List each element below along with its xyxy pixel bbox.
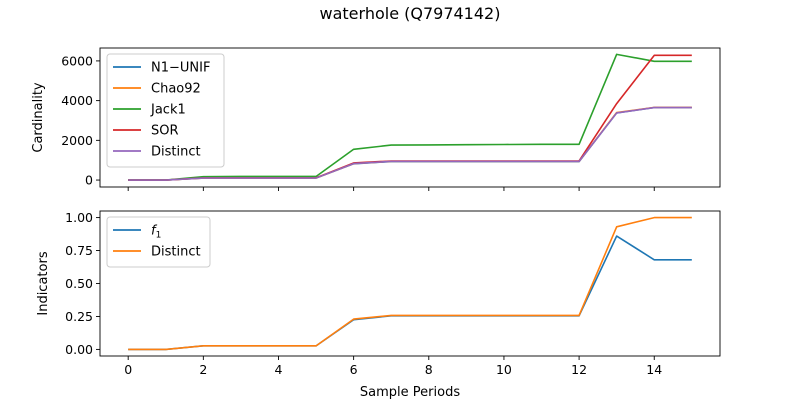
y-tick-label: 0 (85, 173, 93, 188)
panel-frame (99, 47, 721, 188)
legend-label: SOR (151, 124, 179, 139)
legend-label: N1−UNIF (151, 61, 210, 76)
panel-2: 0 2 4 6 8 10 12 14 0.00 0.25 0.50 0.75 1.00 Indicator… (36, 210, 721, 377)
legend-label: Distinct (151, 145, 201, 160)
series-line-1-5 (128, 106, 692, 181)
series-line-2-2 (128, 216, 692, 351)
x-tick-label: 6 (350, 362, 358, 377)
series-line-1-3 (128, 53, 692, 181)
x-tick-label: 0 (124, 362, 132, 377)
chart-title: waterhole (Q7974142) (320, 4, 501, 23)
legend-label: Jack1 (150, 103, 186, 118)
x-tick-label: 4 (275, 362, 283, 377)
y-tick-label: 2000 (61, 133, 93, 148)
x-tick-label: 14 (646, 362, 662, 377)
y-tick-label: 0.00 (65, 342, 93, 357)
y-axis-label: Indicators (36, 251, 51, 315)
x-axis-label: Sample Periods (360, 385, 460, 400)
x-tick-label: 12 (571, 362, 587, 377)
y-tick-label: 0.25 (65, 309, 93, 324)
y-axis-label: Cardinality (31, 82, 46, 153)
x-tick-label: 10 (496, 362, 512, 377)
legend-box (106, 216, 211, 268)
legend-label: Chao92 (151, 82, 201, 97)
x-tick-label: 2 (199, 362, 207, 377)
panels-layer: 0 2000 4000 6000 Cardinality N1−UNIF Chao92 Jac… (31, 47, 721, 377)
y-tick-label: 0.50 (65, 276, 93, 291)
panel-1: 0 2000 4000 6000 Cardinality N1−UNIF Chao92 Jac… (31, 47, 721, 191)
legend-label: f1 (151, 224, 161, 241)
legend-label: Distinct (151, 245, 201, 260)
x-tick-label: 8 (425, 362, 433, 377)
y-tick-label: 1.00 (65, 210, 93, 225)
y-tick-label: 0.75 (65, 243, 93, 258)
legend-box (106, 53, 225, 168)
y-tick-label: 6000 (61, 53, 93, 68)
y-tick-label: 4000 (61, 93, 93, 108)
